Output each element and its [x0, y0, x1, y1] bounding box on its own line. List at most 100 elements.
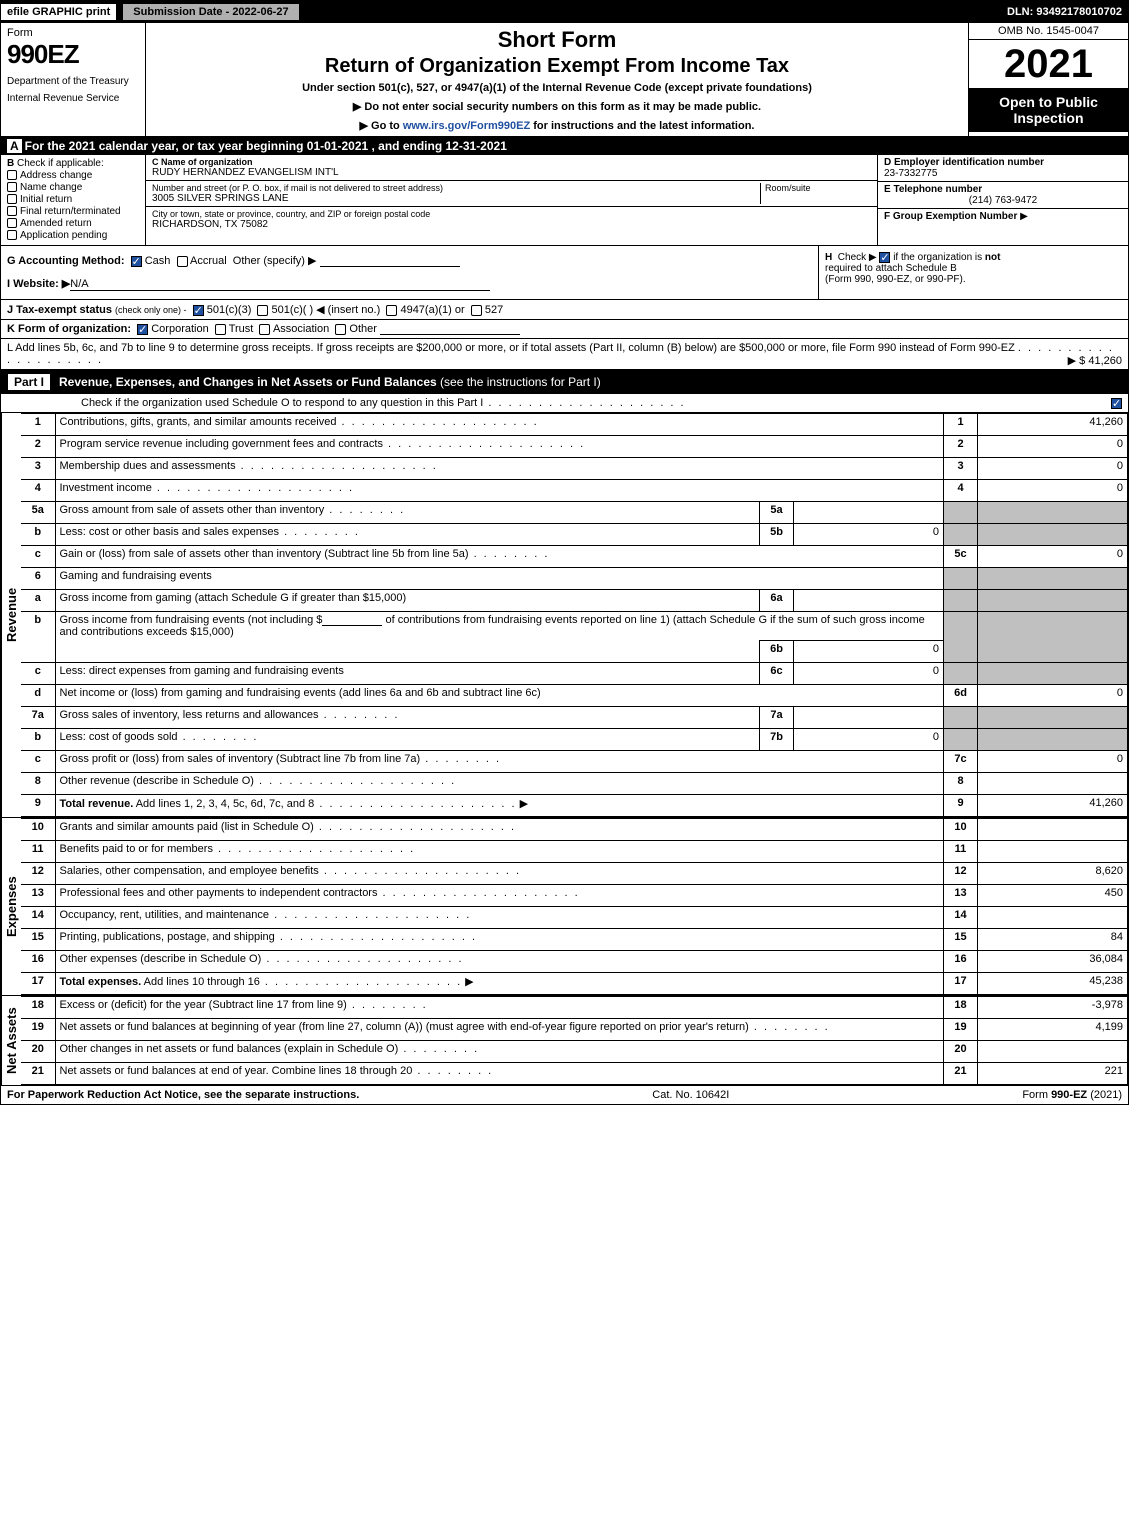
chk-address-change[interactable]: Address change	[7, 170, 139, 181]
accrual-checkbox[interactable]	[177, 256, 188, 267]
line-a: AFor the 2021 calendar year, or tax year…	[1, 137, 1128, 155]
501c3-checkbox[interactable]	[193, 305, 204, 316]
accounting-method: G Accounting Method: Cash Accrual Other …	[1, 246, 818, 299]
line-17-amount: 45,238	[978, 973, 1128, 995]
part1-check-o: Check if the organization used Schedule …	[1, 394, 1128, 413]
4947-checkbox[interactable]	[386, 305, 397, 316]
col-def: D Employer identification number 23-7332…	[878, 155, 1128, 245]
phone-value: (214) 763-9472	[884, 195, 1122, 206]
line-5a: 5aGross amount from sale of assets other…	[21, 502, 1128, 524]
j-sub: (check only one) -	[115, 305, 187, 315]
checkbox-icon	[7, 218, 17, 228]
line-18: 18Excess or (deficit) for the year (Subt…	[21, 997, 1128, 1019]
527-checkbox[interactable]	[471, 305, 482, 316]
chk-name-change[interactable]: Name change	[7, 182, 139, 193]
expenses-side-label: Expenses	[1, 818, 21, 995]
f-group-label: F Group Exemption Number	[884, 211, 1017, 222]
line-5b-subval: 0	[794, 524, 944, 546]
trust-checkbox[interactable]	[215, 324, 226, 335]
e-phone-label: E Telephone number	[884, 184, 1122, 195]
other-org-checkbox[interactable]	[335, 324, 346, 335]
l-amount: ▶ $ 41,260	[1068, 354, 1122, 367]
trust-label: Trust	[229, 323, 254, 335]
schedule-o-checkbox[interactable]	[1111, 398, 1122, 409]
chk-application-pending[interactable]: Application pending	[7, 230, 139, 241]
room-label: Room/suite	[765, 183, 871, 193]
line-19-amount: 4,199	[978, 1019, 1128, 1041]
501c-checkbox[interactable]	[257, 305, 268, 316]
checkbox-icon	[7, 194, 17, 204]
line-16: 16Other expenses (describe in Schedule O…	[21, 951, 1128, 973]
line-15: 15Printing, publications, postage, and s…	[21, 929, 1128, 951]
irs-link[interactable]: www.irs.gov/Form990EZ	[403, 120, 530, 132]
dept-treasury: Department of the Treasury	[7, 76, 139, 87]
line-9-amount: 41,260	[978, 795, 1128, 817]
chk-initial-return[interactable]: Initial return	[7, 194, 139, 205]
netassets-table: 18Excess or (deficit) for the year (Subt…	[21, 996, 1128, 1085]
subtitle: Under section 501(c), 527, or 4947(a)(1)…	[152, 82, 962, 94]
cash-checkbox[interactable]	[131, 256, 142, 267]
f-arrow: ▶	[1020, 211, 1028, 222]
501c-label: 501(c)( ) ◀ (insert no.)	[272, 304, 381, 316]
other-label: Other (specify) ▶	[233, 255, 317, 267]
netassets-section: Net Assets 18Excess or (deficit) for the…	[1, 996, 1128, 1085]
goto-line: ▶ Go to www.irs.gov/Form990EZ for instru…	[152, 119, 962, 132]
line-14: 14Occupancy, rent, utilities, and mainte…	[21, 907, 1128, 929]
assoc-label: Association	[273, 323, 329, 335]
form-page: efile GRAPHIC print Submission Date - 20…	[0, 0, 1129, 1105]
goto-pre: ▶ Go to	[360, 120, 403, 132]
line-7c-amount: 0	[978, 751, 1128, 773]
open-inspection: Open to Public Inspection	[969, 88, 1128, 132]
city-label: City or town, state or province, country…	[152, 209, 871, 219]
street-cell: Number and street (or P. O. box, if mail…	[146, 181, 877, 207]
line-6d: dNet income or (loss) from gaming and fu…	[21, 685, 1128, 707]
revenue-table: 1Contributions, gifts, grants, and simil…	[21, 413, 1128, 817]
form-footer: Form 990-EZ (2021)	[1022, 1089, 1122, 1101]
line-a-text: For the 2021 calendar year, or tax year …	[25, 139, 507, 153]
h-text4: (Form 990, 990-EZ, or 990-PF).	[825, 274, 966, 285]
line-1: 1Contributions, gifts, grants, and simil…	[21, 414, 1128, 436]
line-7a: 7aGross sales of inventory, less returns…	[21, 707, 1128, 729]
assoc-checkbox[interactable]	[259, 324, 270, 335]
j-label: J Tax-exempt status	[7, 304, 112, 316]
ssn-warning: ▶ Do not enter social security numbers o…	[152, 100, 962, 113]
schedule-b-checkbox[interactable]	[879, 252, 890, 263]
letter-a: A	[7, 139, 22, 153]
part1-title: Revenue, Expenses, and Changes in Net As…	[59, 375, 601, 389]
4947-label: 4947(a)(1) or	[400, 304, 464, 316]
header-left: Form 990EZ Department of the Treasury In…	[1, 23, 146, 136]
main-title: Return of Organization Exempt From Incom…	[152, 55, 962, 78]
revenue-side-label: Revenue	[1, 413, 21, 817]
ein-cell: D Employer identification number 23-7332…	[878, 155, 1128, 182]
short-form-title: Short Form	[152, 27, 962, 53]
efile-label[interactable]: efile GRAPHIC print	[1, 4, 118, 20]
other-specify-line[interactable]	[320, 255, 460, 267]
other-org-line[interactable]	[380, 323, 520, 335]
line-6: 6Gaming and fundraising events	[21, 568, 1128, 590]
header-mid: Short Form Return of Organization Exempt…	[146, 23, 968, 136]
line-2: 2Program service revenue including gover…	[21, 436, 1128, 458]
line-7c: cGross profit or (loss) from sales of in…	[21, 751, 1128, 773]
submission-date: Submission Date - 2022-06-27	[122, 3, 299, 21]
col-b: B Check if applicable: Address change Na…	[1, 155, 146, 245]
line-19: 19Net assets or fund balances at beginni…	[21, 1019, 1128, 1041]
accrual-label: Accrual	[190, 255, 227, 267]
chk-final-return[interactable]: Final return/terminated	[7, 206, 139, 217]
other-org-label: Other	[349, 323, 377, 335]
row-l: L Add lines 5b, 6c, and 7b to line 9 to …	[1, 339, 1128, 370]
line-3-amount: 0	[978, 458, 1128, 480]
chk-amended-return[interactable]: Amended return	[7, 218, 139, 229]
cat-number: Cat. No. 10642I	[652, 1089, 729, 1101]
line-9: 9Total revenue. Add lines 1, 2, 3, 4, 5c…	[21, 795, 1128, 817]
line-6d-amount: 0	[978, 685, 1128, 707]
line-20: 20Other changes in net assets or fund ba…	[21, 1041, 1128, 1063]
paperwork-notice: For Paperwork Reduction Act Notice, see …	[7, 1089, 359, 1101]
line-21: 21Net assets or fund balances at end of …	[21, 1063, 1128, 1085]
form-number: 990EZ	[7, 39, 139, 70]
website-value: N/A	[70, 278, 490, 291]
org-name: RUDY HERNANDEZ EVANGELISM INT'L	[152, 167, 871, 178]
city-cell: City or town, state or province, country…	[146, 207, 877, 232]
form-header: Form 990EZ Department of the Treasury In…	[1, 23, 1128, 137]
dept-irs: Internal Revenue Service	[7, 93, 139, 104]
corp-checkbox[interactable]	[137, 324, 148, 335]
